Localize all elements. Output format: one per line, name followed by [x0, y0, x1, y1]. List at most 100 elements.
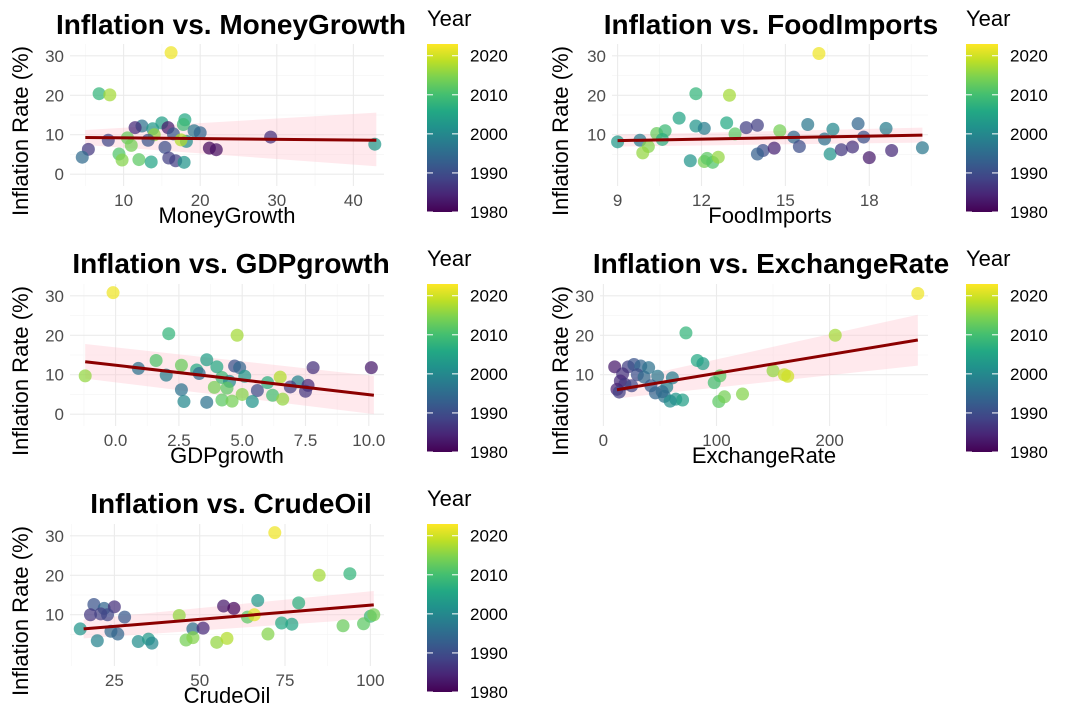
data-point — [124, 138, 138, 152]
data-point — [193, 126, 207, 140]
data-point — [826, 122, 840, 136]
data-point — [266, 388, 280, 402]
data-point — [828, 328, 842, 342]
legend-tick-label: 2020 — [470, 287, 508, 306]
x-axis-label: FoodImports — [708, 203, 832, 228]
data-point — [306, 361, 320, 375]
data-point — [186, 631, 200, 645]
panel-title: Inflation vs. MoneyGrowth — [56, 9, 406, 40]
y-tick-label: 30 — [45, 287, 64, 306]
legend-tick-label: 1980 — [470, 203, 508, 222]
data-point — [268, 526, 282, 540]
x-axis-label: GDPgrowth — [170, 443, 284, 468]
data-point — [792, 140, 806, 154]
trend-line — [85, 360, 375, 397]
y-axis-label: Inflation Rate (%) — [548, 46, 573, 216]
data-point — [115, 153, 129, 167]
legend-tick-label: 1990 — [470, 644, 508, 663]
data-point — [911, 286, 925, 300]
data-point — [683, 154, 697, 168]
panel-title: Inflation vs. CrudeOil — [90, 488, 372, 519]
data-point — [722, 88, 736, 102]
y-tick-label: 10 — [575, 366, 594, 385]
y-tick-label: 20 — [45, 86, 64, 105]
data-point — [285, 617, 299, 631]
data-point — [292, 596, 306, 610]
legend-title: Year — [427, 486, 471, 511]
data-point — [736, 387, 750, 401]
data-point — [103, 88, 117, 102]
data-point — [750, 118, 764, 132]
data-point — [275, 616, 289, 630]
x-tick-label: 2.5 — [167, 431, 191, 450]
data-point — [131, 635, 145, 649]
data-point — [343, 567, 357, 581]
data-point — [251, 594, 265, 608]
data-point — [812, 46, 826, 60]
data-point — [655, 385, 669, 399]
data-point — [676, 393, 690, 407]
data-point — [801, 117, 815, 131]
x-tick-label: 5.0 — [230, 431, 254, 450]
y-tick-label: 30 — [575, 287, 594, 306]
data-point — [750, 147, 764, 161]
data-point — [915, 141, 929, 155]
data-point — [176, 117, 190, 131]
legend-tick-label: 2020 — [1010, 47, 1048, 66]
panel-gdpgrowth: 0.0 2.5 5.0 7.5 10.0 0 10 20 30 Inflation vs. GDP… — [8, 246, 508, 468]
panel-title: Inflation vs. FoodImports — [604, 9, 938, 40]
data-point — [144, 155, 158, 169]
data-point — [118, 610, 132, 624]
legend-tick-label: 2020 — [470, 47, 508, 66]
data-point — [636, 146, 650, 160]
data-point — [264, 130, 278, 144]
legend-tick-label: 1990 — [470, 404, 508, 423]
data-point — [679, 326, 693, 340]
x-tick-label: 0.0 — [104, 431, 128, 450]
panel-moneygrowth: 10 20 30 40 0 10 20 30 Inflation vs. MoneyGrowth… — [8, 6, 508, 228]
data-point — [225, 394, 239, 408]
data-point — [220, 381, 234, 395]
data-point — [781, 369, 795, 383]
legend-colorbar — [427, 284, 458, 452]
data-point — [196, 621, 210, 635]
data-point — [111, 627, 125, 641]
data-point — [663, 394, 677, 408]
data-point — [200, 353, 214, 367]
data-point — [75, 150, 89, 164]
legend-tick-label: 2000 — [470, 605, 508, 624]
data-point — [261, 627, 275, 641]
data-point — [651, 369, 665, 383]
legend-tick-label: 2010 — [470, 86, 508, 105]
y-tick-label: 30 — [45, 527, 64, 546]
panel-title: Inflation vs. ExchangeRate — [593, 248, 949, 279]
y-tick-label: 30 — [587, 47, 606, 66]
data-point — [106, 286, 120, 300]
trend-line — [83, 603, 374, 631]
y-axis-label: Inflation Rate (%) — [548, 286, 573, 456]
x-tick-label: 10 — [114, 191, 133, 210]
y-tick-label: 10 — [45, 126, 64, 145]
legend-tick-label: 2010 — [1010, 86, 1048, 105]
legend-tick-label: 2000 — [1010, 125, 1048, 144]
data-point — [245, 395, 259, 409]
x-tick-label: 0 — [599, 431, 608, 450]
trend-line — [85, 135, 377, 142]
panel-foodimports: 9 12 15 18 10 20 30 Inflation vs. FoodImports Fo… — [548, 6, 1048, 228]
data-point — [207, 380, 221, 394]
legend-tick-label: 1990 — [1010, 404, 1048, 423]
data-point — [230, 328, 244, 342]
data-point — [720, 116, 734, 130]
x-tick-label: 15 — [776, 191, 795, 210]
legend-colorbar — [966, 44, 998, 212]
legend-tick-label: 1990 — [470, 164, 508, 183]
y-tick-label: 20 — [45, 566, 64, 585]
data-point — [92, 87, 106, 101]
x-axis-label: CrudeOil — [184, 683, 271, 708]
data-point — [717, 390, 731, 404]
data-point — [357, 617, 371, 631]
x-tick-label: 50 — [190, 671, 209, 690]
data-point — [845, 140, 859, 154]
data-point — [672, 111, 686, 125]
